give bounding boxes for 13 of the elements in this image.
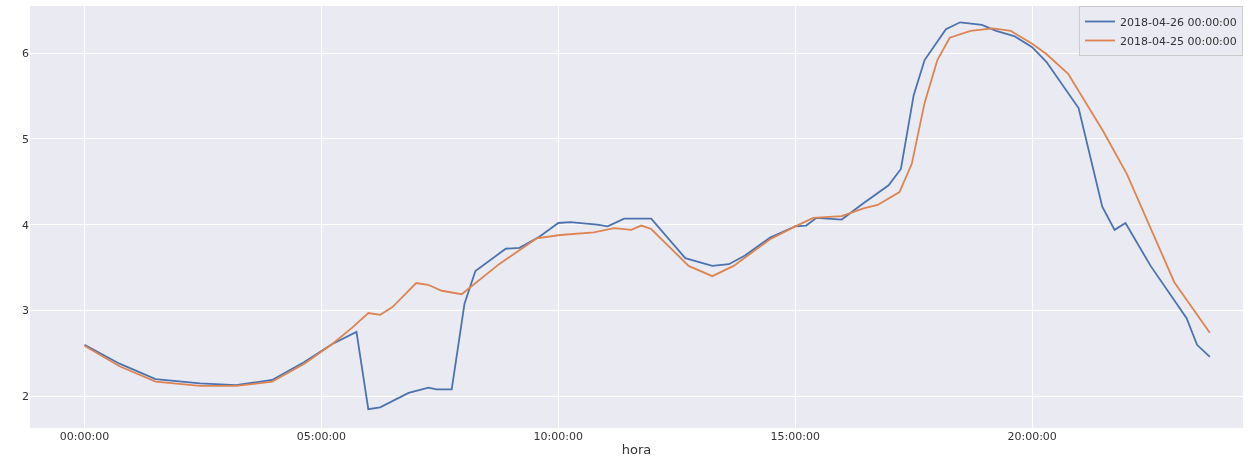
- x-tick-label: 05:00:00: [296, 430, 347, 443]
- legend-label: 2018-04-26 00:00:00: [1120, 15, 1237, 29]
- y-tick-label: 6: [22, 47, 29, 61]
- x-tick-label: 10:00:00: [533, 430, 584, 443]
- x-tick-label: 20:00:00: [1007, 430, 1057, 443]
- legend-label: 2018-04-25 00:00:00: [1120, 34, 1237, 48]
- y-tick-label: 2: [22, 390, 29, 404]
- y-tick-label: 4: [22, 218, 29, 232]
- x-tick-label: 15:00:00: [770, 430, 820, 443]
- x-tick-label: 00:00:00: [59, 430, 110, 443]
- x-axis-title: hora: [621, 441, 652, 457]
- y-tick-label: 3: [22, 304, 29, 318]
- y-tick-label: 5: [22, 132, 29, 146]
